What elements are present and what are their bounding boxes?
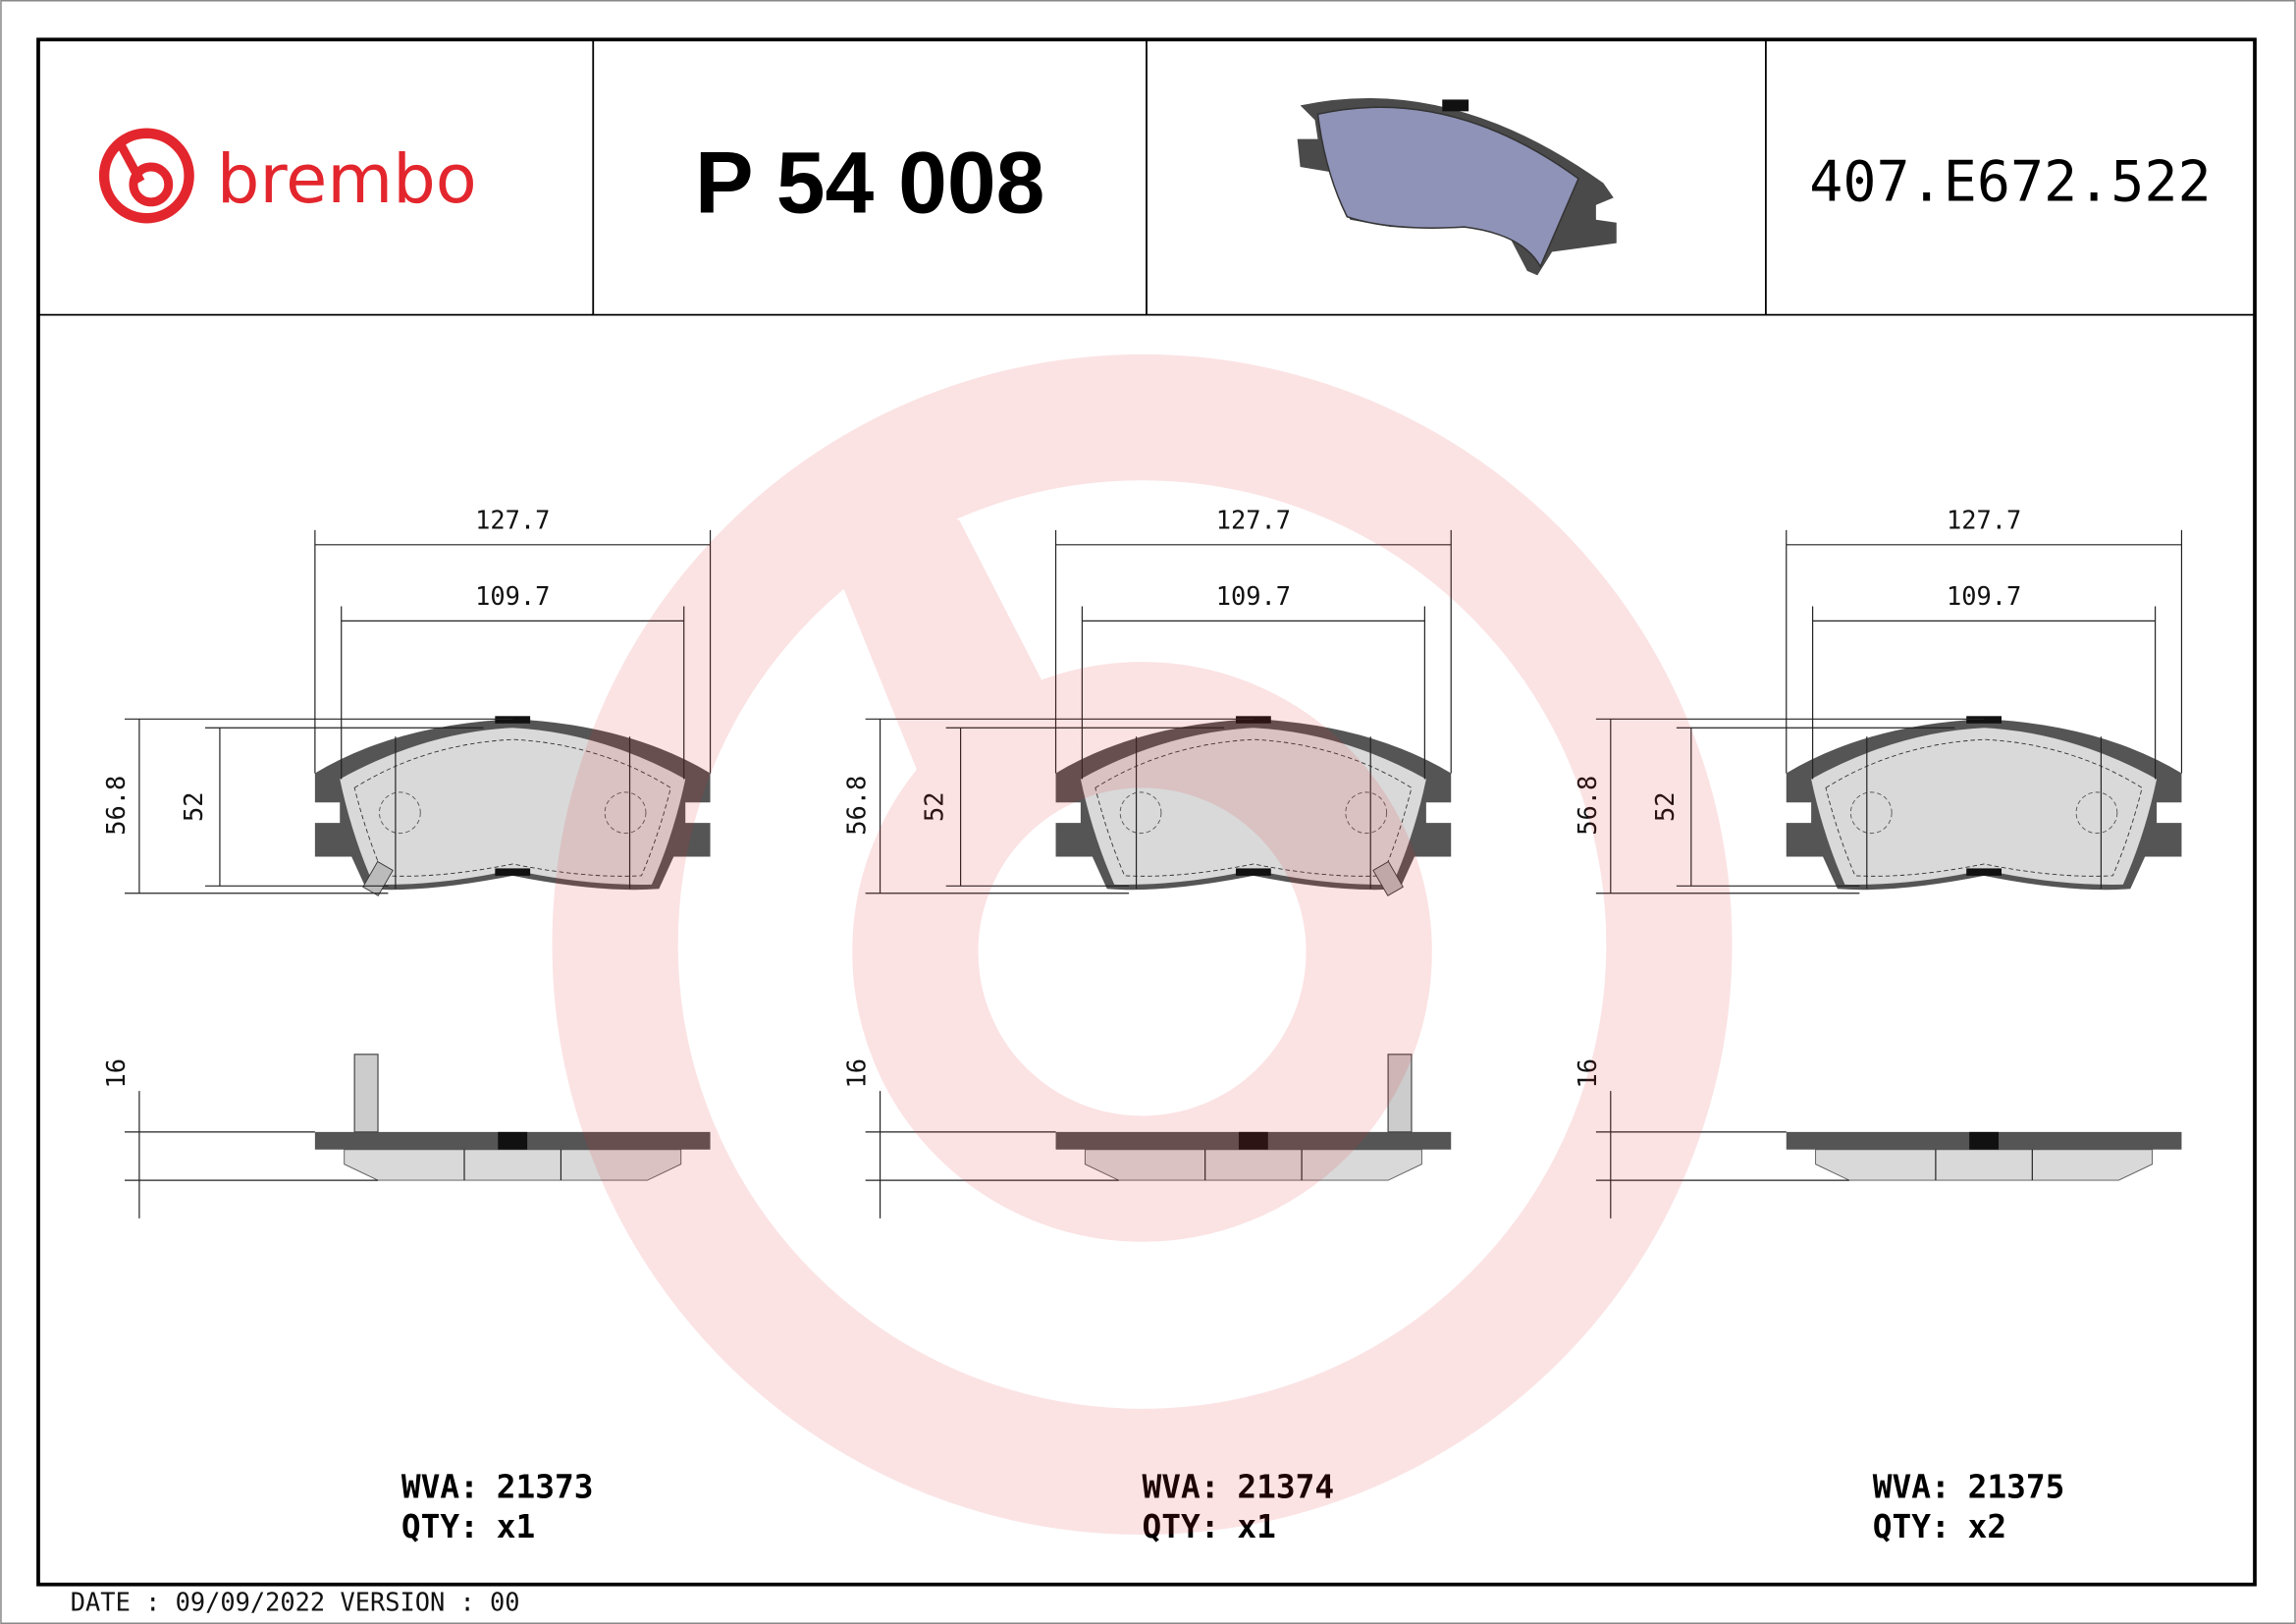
svg-text:QTY:x2: QTY: x2 [1873, 1508, 2006, 1545]
pad-view-1: 127.7 109.7 56.8 52 16 WVA: 21373 QTY: x1 [101, 505, 712, 1545]
side-friction [1815, 1149, 2154, 1181]
dim-width-outer: 127.7 [1947, 505, 2021, 534]
qty-label: QTY: [401, 1508, 479, 1545]
wear-sensor [1372, 860, 1404, 896]
friction-material [1080, 728, 1426, 885]
svg-text:QTY:x1: QTY: x1 [401, 1508, 535, 1545]
svg-text:WVA:21375: WVA: 21375 [1873, 1469, 2065, 1506]
svg-text:QTY:x1: QTY: x1 [1143, 1508, 1276, 1545]
brand-name: brembo [217, 140, 477, 219]
side-friction [344, 1149, 682, 1181]
friction-material [340, 728, 686, 885]
dim-width-inner: 109.7 [1216, 581, 1291, 611]
wear-sensor [362, 860, 394, 896]
footer-date-version: DATE : 09/09/2022 VERSION : 00 [71, 1588, 520, 1617]
wva-label: WVA: [401, 1469, 479, 1506]
wva-number: 21373 [497, 1469, 594, 1506]
dim-thickness: 16 [1573, 1058, 1602, 1089]
brembo-logo-icon [98, 128, 194, 224]
qty-value: x2 [1968, 1508, 2006, 1545]
brembo-logo: brembo [98, 128, 477, 224]
qty-value: x1 [497, 1508, 536, 1545]
qty-value: x1 [1237, 1508, 1276, 1545]
dim-width-inner: 109.7 [1947, 581, 2021, 611]
dim-height-inner: 52 [1650, 792, 1680, 823]
wva-number: 21374 [1237, 1469, 1334, 1506]
wva-label: WVA: [1143, 1469, 1220, 1506]
side-friction [1084, 1149, 1422, 1181]
dim-thickness: 16 [842, 1058, 872, 1089]
dim-height-inner: 52 [179, 792, 208, 823]
wva-number: 21375 [1968, 1469, 2065, 1506]
svg-text:WVA:21373: WVA: 21373 [401, 1469, 594, 1506]
friction-material [1811, 728, 2158, 885]
dim-height-outer: 56.8 [1573, 776, 1602, 836]
dim-height-outer: 56.8 [101, 776, 131, 836]
dim-width-inner: 109.7 [475, 581, 550, 611]
dim-height-outer: 56.8 [842, 776, 872, 836]
dim-height-inner: 52 [920, 792, 949, 823]
pad-view-3: 127.7 109.7 56.8 52 16 WVA: 21375 QTY: x2 [1573, 505, 2183, 1545]
reference-code: 407.E672.522 [1809, 149, 2211, 214]
dim-width-outer: 127.7 [1216, 505, 1291, 534]
svg-text:WVA:21374: WVA: 21374 [1143, 1469, 1335, 1506]
brembo-watermark [552, 353, 1733, 1536]
qty-label: QTY: [1873, 1508, 1950, 1545]
dim-thickness: 16 [101, 1058, 131, 1089]
qty-label: QTY: [1143, 1508, 1220, 1545]
dim-width-outer: 127.7 [475, 505, 550, 534]
wva-label: WVA: [1873, 1469, 1950, 1506]
brake-pad-3d-icon [1297, 97, 1617, 276]
part-number: P 54 008 [695, 133, 1045, 231]
pad-view-2: 127.7 109.7 56.8 52 16 WVA: 21374 QTY: x1 [842, 505, 1452, 1545]
